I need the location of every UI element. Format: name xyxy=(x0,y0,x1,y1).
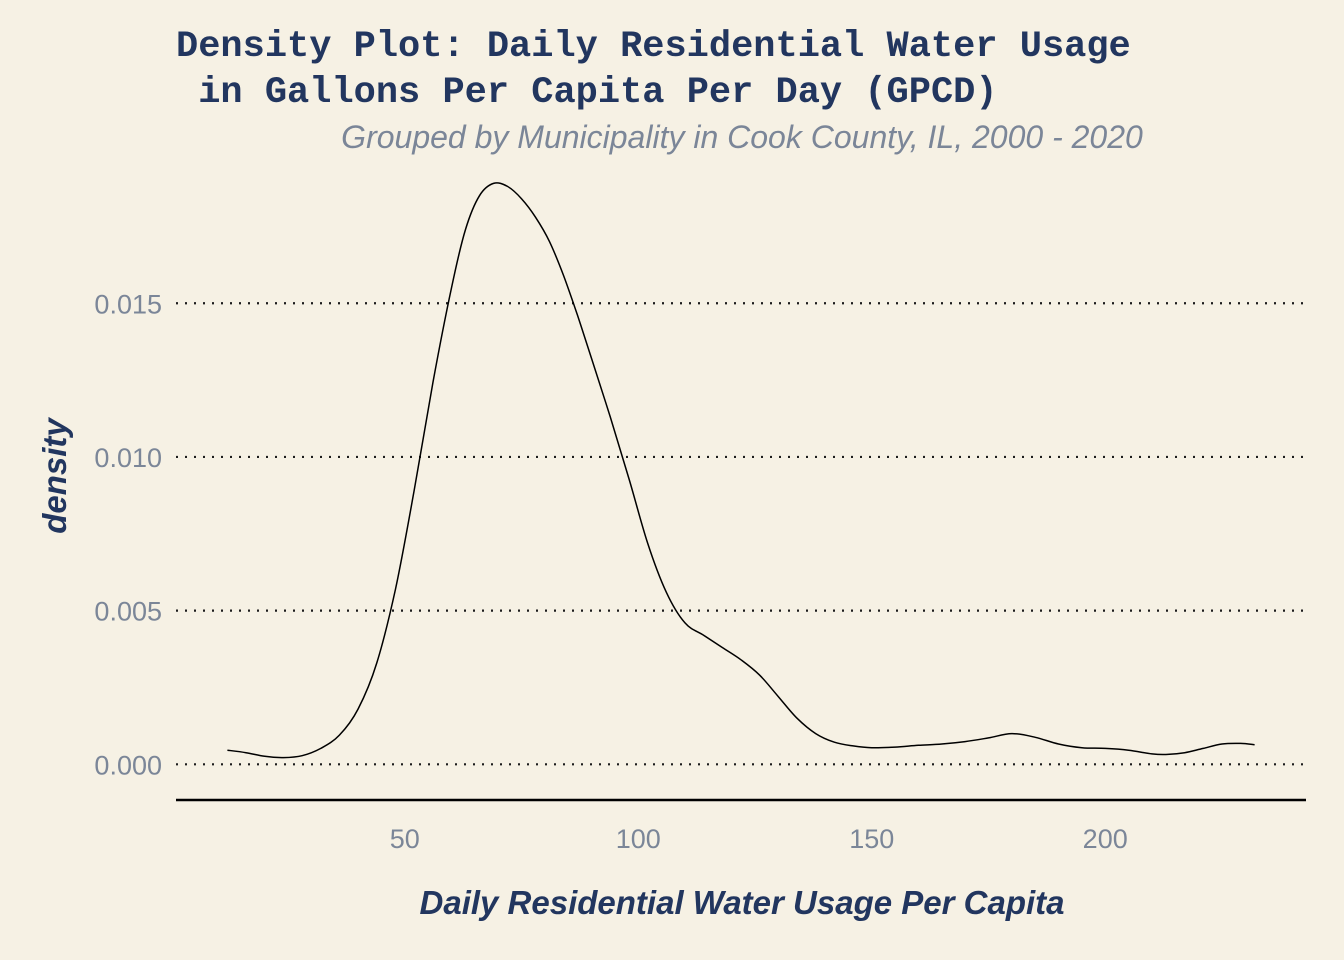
x-tick-label: 200 xyxy=(1083,824,1128,854)
y-axis-ticks: 0.000 0.005 0.010 0.015 xyxy=(94,289,162,780)
x-tick-label: 50 xyxy=(390,824,420,854)
y-tick-label: 0.015 xyxy=(94,289,162,319)
chart-title-line-1: Density Plot: Daily Residential Water Us… xyxy=(176,26,1131,68)
x-axis-title: Daily Residential Water Usage Per Capita xyxy=(420,884,1065,921)
y-tick-label: 0.005 xyxy=(94,597,162,627)
x-tick-label: 100 xyxy=(616,824,661,854)
chart-subtitle: Grouped by Municipality in Cook County, … xyxy=(341,119,1143,155)
density-curve xyxy=(227,182,1255,759)
chart-title-line-2-text: in Gallons Per Capita Per Day (GPCD) xyxy=(198,72,997,114)
x-tick-label: 150 xyxy=(849,824,894,854)
chart-title-line-2: in Gallons Per Capita Per Day (GPCD) xyxy=(176,72,998,114)
y-tick-label: 0.000 xyxy=(94,750,162,780)
y-axis-title: density xyxy=(36,417,73,534)
y-tick-label: 0.010 xyxy=(94,443,162,473)
gridlines xyxy=(176,302,1306,766)
x-axis-ticks: 50 100 150 200 xyxy=(390,824,1128,854)
